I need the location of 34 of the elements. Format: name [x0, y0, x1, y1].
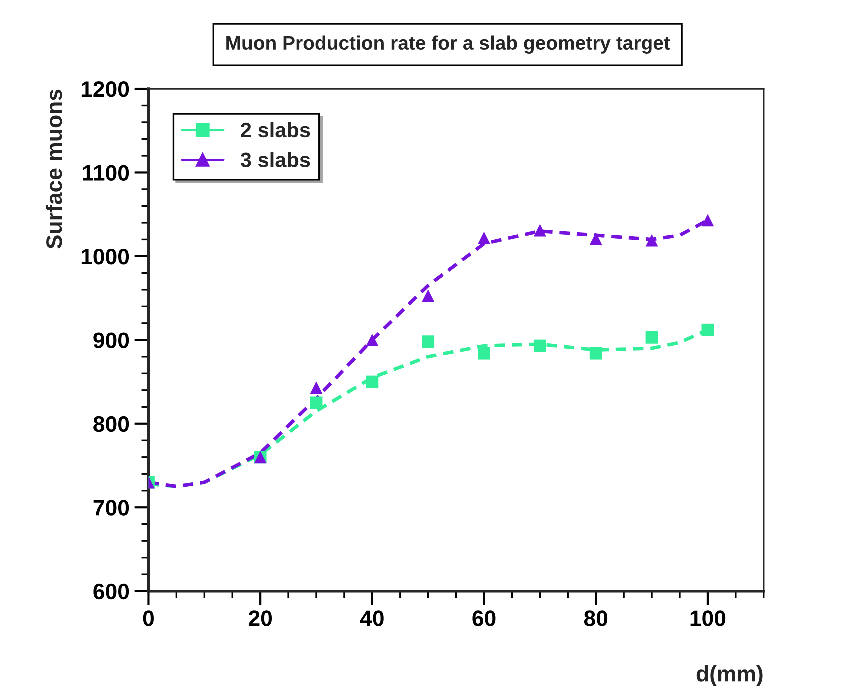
point — [590, 347, 602, 360]
point — [478, 232, 490, 244]
x-tick-label: 20 — [248, 610, 272, 626]
point — [366, 376, 379, 388]
x-axis-title: d(mm) — [696, 666, 763, 686]
y-tick-label: 1000 — [82, 248, 130, 265]
x-tick-label: 0 — [143, 610, 154, 626]
legend-label: 2 slabs — [241, 122, 310, 138]
y-tick-label: 700 — [94, 500, 130, 516]
point — [366, 334, 379, 346]
point — [646, 234, 658, 247]
point — [702, 214, 714, 227]
y-axis-title: Surface muons — [46, 90, 62, 249]
x-tick-label: 80 — [584, 610, 608, 626]
y-tick-label: 900 — [94, 332, 130, 348]
point — [310, 396, 323, 410]
point — [422, 290, 435, 302]
point — [478, 347, 490, 360]
legend-label: 3 slabs — [240, 152, 310, 168]
point — [534, 224, 546, 237]
point — [310, 382, 323, 394]
point — [646, 331, 658, 344]
chart-title: Muon Production rate for a slab geometry target — [226, 36, 670, 54]
point — [702, 324, 714, 336]
point — [590, 232, 602, 246]
x-tick-label: 40 — [360, 610, 384, 626]
y-tick-label: 1200 — [82, 82, 130, 98]
y-tick-label: 600 — [94, 584, 130, 600]
point — [422, 336, 435, 348]
x-tick-label: 100 — [690, 610, 726, 626]
x-tick-label: 60 — [472, 610, 496, 626]
y-tick-label: 800 — [94, 416, 130, 432]
point — [534, 340, 546, 352]
y-tick-label: 1100 — [83, 165, 130, 181]
